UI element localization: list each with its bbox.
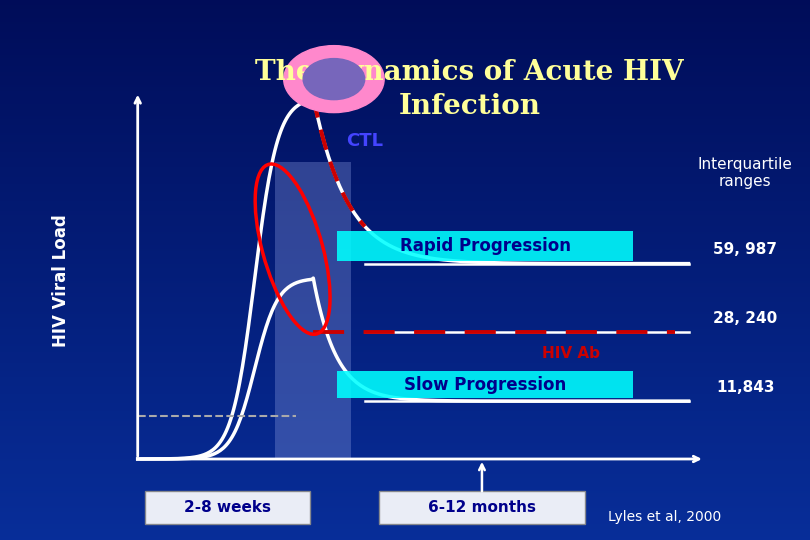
Text: Interquartile
ranges: Interquartile ranges bbox=[697, 157, 793, 189]
Bar bbox=[275, 162, 352, 459]
Text: The Dynamics of Acute HIV
Infection: The Dynamics of Acute HIV Infection bbox=[255, 59, 684, 120]
Text: 2-8 weeks: 2-8 weeks bbox=[184, 500, 271, 515]
FancyBboxPatch shape bbox=[144, 491, 309, 524]
Text: 6-12 months: 6-12 months bbox=[428, 500, 536, 515]
Text: 28, 240: 28, 240 bbox=[713, 311, 778, 326]
Text: Rapid Progression: Rapid Progression bbox=[400, 237, 571, 255]
Text: 59, 987: 59, 987 bbox=[713, 242, 778, 257]
Text: 11,843: 11,843 bbox=[716, 380, 774, 395]
Text: Lyles et al, 2000: Lyles et al, 2000 bbox=[608, 510, 721, 524]
Circle shape bbox=[303, 59, 364, 99]
Text: CTL: CTL bbox=[346, 132, 383, 150]
Circle shape bbox=[284, 45, 384, 113]
FancyBboxPatch shape bbox=[337, 231, 633, 261]
FancyBboxPatch shape bbox=[337, 372, 633, 399]
FancyBboxPatch shape bbox=[379, 491, 585, 524]
Text: Slow Progression: Slow Progression bbox=[404, 376, 566, 394]
Text: HIV Ab: HIV Ab bbox=[543, 346, 600, 361]
Text: HIV Viral Load: HIV Viral Load bbox=[52, 214, 70, 347]
